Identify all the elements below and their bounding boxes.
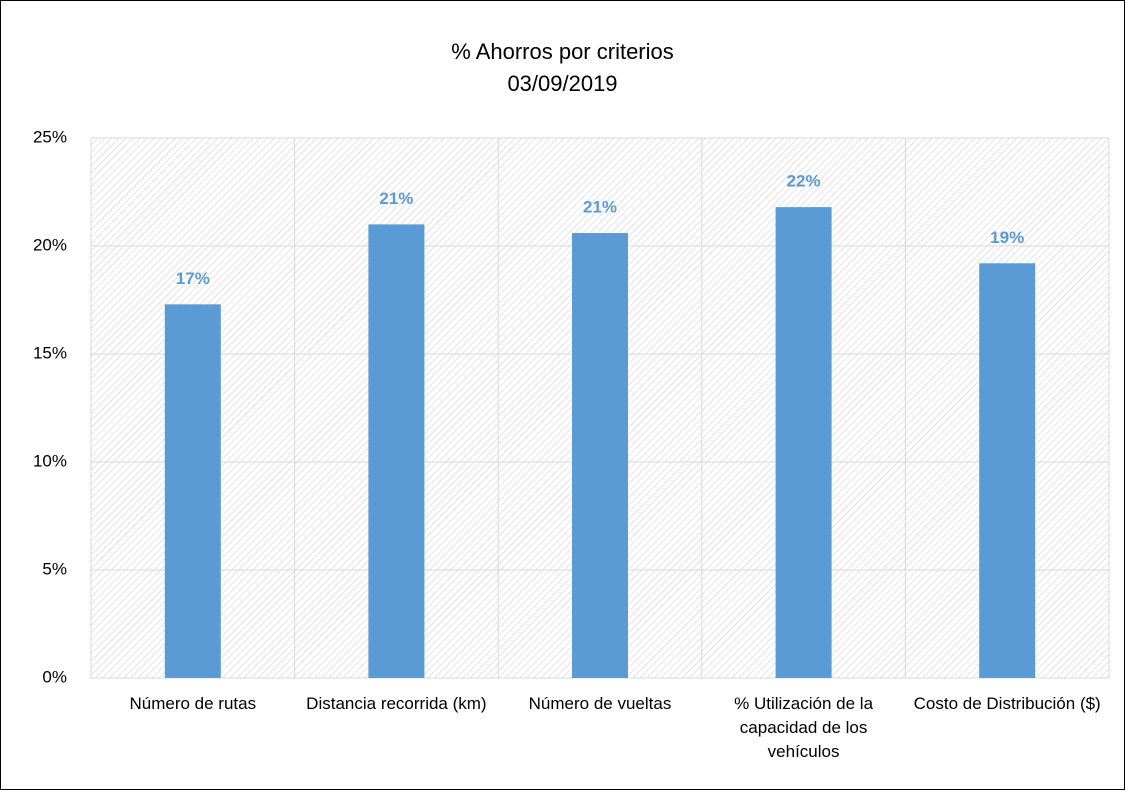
x-tick-label: Número de vueltas: [528, 694, 672, 713]
y-tick-label: 20%: [33, 235, 67, 254]
data-label: 19%: [990, 228, 1024, 247]
chart-subtitle: 03/09/2019: [507, 71, 618, 96]
data-label: 17%: [176, 269, 210, 288]
y-tick-label: 0%: [42, 667, 67, 686]
data-label: 22%: [787, 172, 821, 191]
y-tick-label: 25%: [33, 127, 67, 146]
bar: [775, 207, 832, 678]
x-tick-label: Número de rutas: [129, 694, 257, 713]
bar: [572, 233, 628, 679]
chart-title: % Ahorros por criterios: [451, 39, 674, 64]
x-tick-label: Costo de Distribución ($): [913, 694, 1101, 713]
x-tick-label: % Utilización de la capacidad de los veh…: [734, 694, 874, 761]
bar: [164, 304, 221, 678]
bar: [368, 224, 425, 678]
y-tick-label: 5%: [42, 559, 67, 578]
data-label: 21%: [379, 189, 413, 208]
y-tick-label: 10%: [33, 451, 67, 470]
x-tick-label: Distancia recorrida (km): [306, 694, 487, 713]
data-label: 21%: [583, 198, 617, 217]
bar: [979, 263, 1036, 678]
y-tick-label: 15%: [33, 343, 67, 362]
